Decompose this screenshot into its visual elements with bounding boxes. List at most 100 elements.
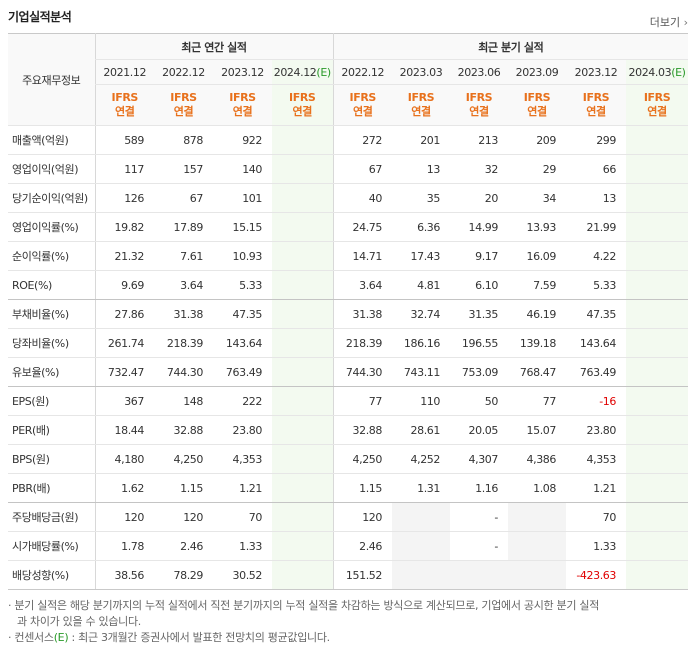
accounting-standard: IFRS bbox=[643, 91, 671, 104]
value-cell: 10.93 bbox=[213, 241, 272, 271]
empty-cell bbox=[272, 386, 333, 416]
data-row: 순이익률(%) 21.32 7.61 10.93 14.71 17.43 9.17 16.09… bbox=[8, 241, 689, 271]
empty-cell bbox=[272, 241, 333, 271]
value-cell: 77 bbox=[332, 386, 392, 416]
value-cell: 763.49 bbox=[566, 357, 626, 387]
row-label: 당좌비율(%) bbox=[8, 328, 95, 358]
value-cell: 31.35 bbox=[450, 299, 508, 329]
value-cell: 20.05 bbox=[450, 415, 508, 445]
value-cell: 1.62 bbox=[94, 473, 154, 503]
value-cell: 1.78 bbox=[94, 531, 154, 561]
value-cell: 21.32 bbox=[94, 241, 154, 271]
empty-cell bbox=[392, 502, 450, 532]
table-body: 주요재무정보 최근 연간 실적 최근 분기 실적 2021.12 2022.12 2023… bbox=[8, 33, 689, 590]
value-cell: 1.16 bbox=[450, 473, 508, 503]
period-label: 2023.06 bbox=[457, 65, 501, 79]
empty-cell bbox=[272, 328, 333, 358]
value-cell: 70 bbox=[213, 502, 272, 532]
period-label: 2024.12 bbox=[273, 65, 317, 79]
empty-cell bbox=[626, 183, 689, 213]
row-label: PER(배) bbox=[8, 415, 95, 445]
period-header: 2024.12(E) bbox=[272, 59, 333, 85]
value-cell: 120 bbox=[332, 502, 392, 532]
value-cell: 732.47 bbox=[94, 357, 154, 387]
data-row: 부채비율(%) 27.86 31.38 47.35 31.38 32.74 31.35 46.… bbox=[8, 299, 689, 329]
value-cell: 101 bbox=[213, 183, 272, 213]
value-cell: 5.33 bbox=[213, 270, 272, 300]
value-cell: 40 bbox=[332, 183, 392, 213]
value-cell: 13 bbox=[392, 154, 450, 184]
value-cell: 47.35 bbox=[566, 299, 626, 329]
value-cell: 209 bbox=[508, 125, 566, 155]
value-cell: - bbox=[450, 502, 508, 532]
accounting-standard: IFRS bbox=[523, 91, 551, 104]
accounting-standard: IFRS bbox=[465, 91, 493, 104]
estimate-mark: (E) bbox=[671, 65, 686, 79]
value-cell: 4,307 bbox=[450, 444, 508, 474]
data-row: 유보율(%) 732.47 744.30 763.49 744.30 743.11 753.… bbox=[8, 357, 689, 387]
value-cell: 66 bbox=[566, 154, 626, 184]
period-header: 2022.12 bbox=[154, 59, 213, 85]
value-cell: 4.22 bbox=[566, 241, 626, 271]
value-cell: 17.89 bbox=[154, 212, 213, 242]
empty-cell bbox=[272, 531, 333, 561]
value-cell: 34 bbox=[508, 183, 566, 213]
estimate-mark: (E) bbox=[316, 65, 331, 79]
section-title: 기업실적분석 bbox=[8, 10, 72, 24]
period-label: 2023.12 bbox=[574, 65, 618, 79]
basis-header: IFRS 연결 bbox=[154, 84, 213, 126]
value-cell: 3.64 bbox=[332, 270, 392, 300]
value-cell: 148 bbox=[154, 386, 213, 416]
empty-cell bbox=[626, 386, 689, 416]
empty-cell bbox=[626, 560, 689, 590]
period-header: 2024.03(E) bbox=[626, 59, 689, 85]
value-cell: 222 bbox=[213, 386, 272, 416]
value-cell: 218.39 bbox=[332, 328, 392, 358]
row-label: 영업이익률(%) bbox=[8, 212, 95, 242]
corner-cell: 주요재무정보 bbox=[8, 33, 95, 126]
value-cell: 15.15 bbox=[213, 212, 272, 242]
header-row: 2021.12 2022.12 2023.12 2024.12(E) 2022.12 20… bbox=[8, 59, 689, 85]
value-cell: 23.80 bbox=[213, 415, 272, 445]
value-cell: 4,386 bbox=[508, 444, 566, 474]
header-row: IFRS 연결 IFRS 연결 IFRS 연결 IFRS 연결 IFRS 연결 IFRS 연결 IFRS… bbox=[8, 84, 689, 126]
period-label: 2023.09 bbox=[515, 65, 559, 79]
empty-cell bbox=[450, 560, 508, 590]
value-cell: 31.38 bbox=[332, 299, 392, 329]
value-cell: 151.52 bbox=[332, 560, 392, 590]
value-cell: 768.47 bbox=[508, 357, 566, 387]
consolidation-scope: 연결 bbox=[527, 105, 547, 118]
value-cell: 744.30 bbox=[154, 357, 213, 387]
value-cell: 19.82 bbox=[94, 212, 154, 242]
value-cell: - bbox=[450, 531, 508, 561]
value-cell: 1.15 bbox=[332, 473, 392, 503]
empty-cell bbox=[626, 531, 689, 561]
data-row: 당좌비율(%) 261.74 218.39 143.64 218.39 186.16 196… bbox=[8, 328, 689, 358]
group-header: 최근 분기 실적 bbox=[332, 33, 689, 60]
financial-table: 주요재무정보 최근 연간 실적 최근 분기 실적 2021.12 2022.12 2023… bbox=[8, 33, 689, 590]
value-cell: 9.69 bbox=[94, 270, 154, 300]
period-header: 2023.12 bbox=[566, 59, 626, 85]
data-row: PER(배) 18.44 32.88 23.80 32.88 28.61 20.05 15.0… bbox=[8, 415, 689, 445]
value-cell: 196.55 bbox=[450, 328, 508, 358]
empty-cell bbox=[272, 270, 333, 300]
value-cell: 157 bbox=[154, 154, 213, 184]
empty-cell bbox=[272, 357, 333, 387]
value-cell: 1.33 bbox=[213, 531, 272, 561]
note-text: : 최근 3개월간 증권사에서 발표한 전망치의 평균값입니다. bbox=[71, 631, 331, 644]
empty-cell bbox=[626, 473, 689, 503]
value-cell: 70 bbox=[566, 502, 626, 532]
row-label: 당기순이익(억원) bbox=[8, 183, 95, 213]
value-cell: 13 bbox=[566, 183, 626, 213]
empty-cell bbox=[272, 444, 333, 474]
empty-cell bbox=[272, 125, 333, 155]
data-row: 시가배당률(%) 1.78 2.46 1.33 2.46-1.33 bbox=[8, 531, 689, 561]
value-cell: 21.99 bbox=[566, 212, 626, 242]
more-link[interactable]: 더보기 bbox=[650, 14, 688, 30]
data-row: 매출액(억원) 589 878 922 272 201 213 209 299 bbox=[8, 125, 689, 155]
value-cell: 67 bbox=[332, 154, 392, 184]
value-cell: 29 bbox=[508, 154, 566, 184]
value-cell: 1.15 bbox=[154, 473, 213, 503]
accounting-standard: IFRS bbox=[170, 91, 197, 104]
value-cell: 9.17 bbox=[450, 241, 508, 271]
